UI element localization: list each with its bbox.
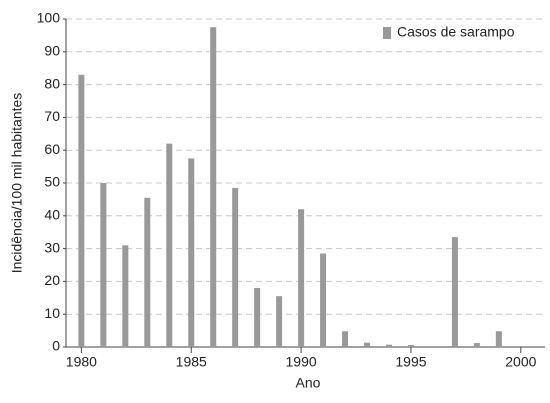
y-tick-label: 70: [44, 108, 60, 124]
bar: [298, 209, 305, 347]
legend-label: Casos de sarampo: [397, 24, 515, 40]
bar: [320, 253, 327, 347]
y-tick-label: 50: [44, 174, 60, 190]
bar: [122, 245, 129, 347]
bar: [473, 343, 480, 347]
x-tick-label: 1985: [176, 354, 207, 370]
x-tick-label: 1980: [66, 354, 97, 370]
bar: [385, 344, 392, 347]
bar: [166, 143, 173, 347]
bar: [144, 197, 151, 347]
y-tick-label: 60: [44, 141, 60, 157]
y-tick-label: 20: [44, 272, 60, 288]
bar: [342, 331, 349, 347]
bar: [495, 331, 502, 347]
bar: [188, 158, 195, 347]
bar: [276, 296, 283, 347]
y-tick-label: 80: [44, 75, 60, 91]
bar: [100, 183, 107, 347]
y-axis-label: Incidência/100 mil habitantes: [9, 93, 25, 274]
bar: [364, 342, 371, 347]
y-tick-label: 30: [44, 239, 60, 255]
x-tick-label: 2000: [505, 354, 536, 370]
bar: [210, 27, 217, 347]
bar: [232, 187, 239, 347]
y-tick-label: 90: [44, 43, 60, 59]
y-tick-label: 10: [44, 305, 60, 321]
x-axis-label: Ano: [296, 375, 321, 391]
bar: [254, 287, 261, 347]
y-tick-label: 40: [44, 207, 60, 223]
bar: [78, 74, 85, 347]
y-tick-label: 100: [37, 10, 61, 26]
bar: [451, 237, 458, 347]
bar: [407, 345, 414, 347]
legend-swatch: [383, 27, 391, 39]
y-tick-label: 0: [52, 338, 60, 354]
x-tick-label: 1990: [286, 354, 317, 370]
x-tick-label: 1995: [395, 354, 426, 370]
